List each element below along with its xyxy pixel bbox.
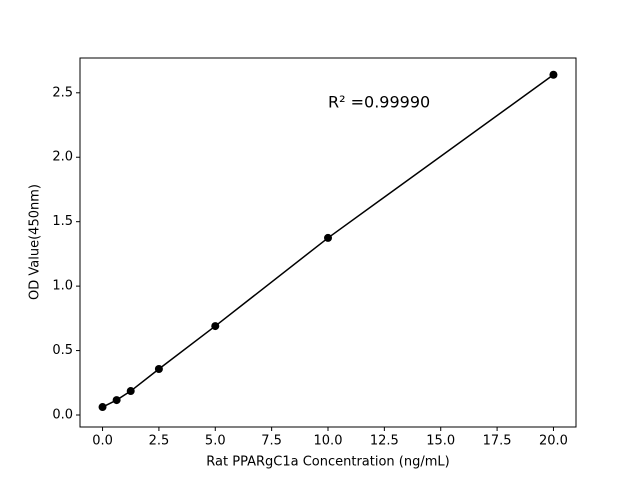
y-tick-label: 2.5: [52, 85, 73, 100]
data-point: [211, 322, 220, 331]
y-axis-label: OD Value(450nm): [28, 184, 43, 300]
y-tick-label: 2.0: [52, 150, 73, 165]
data-point: [324, 233, 332, 242]
y-tick-label: 1.5: [52, 214, 73, 229]
data-point: [549, 70, 558, 79]
y-tick-label: 1.0: [52, 279, 73, 294]
y-tick-label: 0.5: [52, 343, 73, 358]
x-tick-label: 20.0: [539, 434, 568, 449]
x-tick-label: 7.5: [261, 434, 282, 449]
x-tick-label: 10.0: [314, 434, 343, 449]
data-point: [112, 396, 121, 405]
x-tick-label: 17.5: [483, 434, 512, 449]
data-point: [98, 403, 107, 412]
plot-frame: [79, 57, 577, 428]
x-axis-label: Rat PPARgC1a Concentration (ng/mL): [206, 455, 449, 470]
x-tick-label: 0.0: [92, 434, 113, 449]
x-tick-label: 15.0: [426, 434, 455, 449]
annotation: R² =0.99990: [328, 93, 430, 112]
x-tick-label: 5.0: [205, 434, 226, 449]
x-tick-label: 2.5: [149, 434, 170, 449]
x-tick-label: 12.5: [370, 434, 399, 449]
data-point: [154, 365, 163, 374]
data-point: [126, 387, 135, 396]
y-tick-label: 0.0: [52, 408, 73, 423]
